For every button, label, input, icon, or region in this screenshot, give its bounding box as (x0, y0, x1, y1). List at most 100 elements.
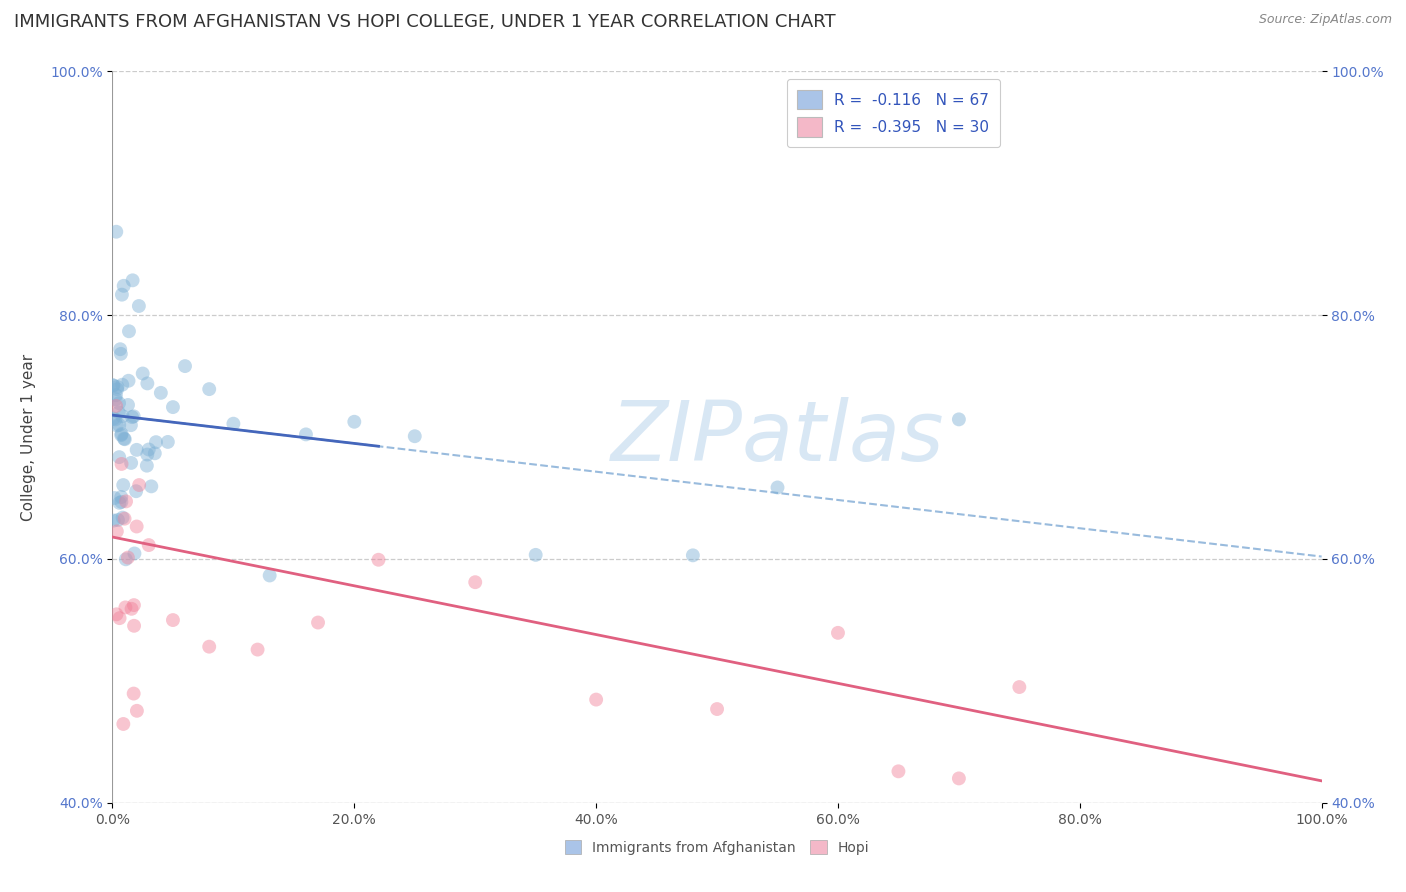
Point (105, 382, 128, 396)
Point (101, 378, 124, 392)
Point (827, 625, 849, 640)
Point (121, 273, 143, 287)
Point (138, 442, 160, 457)
Point (108, 450, 131, 464)
Point (122, 409, 145, 424)
Point (128, 478, 150, 492)
Point (112, 478, 135, 492)
Point (104, 388, 127, 402)
Point (105, 524, 128, 539)
Point (367, 553, 389, 567)
Point (117, 398, 139, 412)
Point (114, 432, 136, 446)
Point (112, 278, 135, 293)
Point (108, 496, 131, 510)
Point (108, 396, 131, 410)
Point (111, 510, 134, 524)
Point (105, 418, 128, 433)
Point (156, 434, 179, 449)
Point (295, 427, 318, 442)
Point (136, 376, 159, 391)
Point (585, 692, 607, 706)
Point (307, 615, 329, 630)
Point (132, 367, 155, 381)
Point (120, 418, 142, 433)
Point (111, 377, 134, 392)
Point (124, 546, 146, 560)
Point (1008, 680, 1031, 694)
Point (121, 410, 143, 425)
Point (118, 324, 141, 338)
Point (122, 619, 145, 633)
Point (110, 495, 132, 509)
Point (128, 299, 150, 313)
Point (141, 479, 163, 493)
Point (107, 380, 129, 394)
Point (112, 432, 135, 446)
Point (108, 611, 131, 625)
Point (105, 225, 128, 239)
Point (404, 429, 426, 443)
Point (103, 491, 125, 505)
Point (149, 385, 172, 400)
Legend: Immigrants from Afghanistan, Hopi: Immigrants from Afghanistan, Hopi (558, 833, 876, 862)
Point (198, 382, 221, 396)
Point (135, 458, 157, 473)
Point (162, 400, 184, 414)
Point (103, 378, 125, 392)
Y-axis label: College, Under 1 year: College, Under 1 year (21, 353, 37, 521)
Point (887, 764, 910, 779)
Point (524, 548, 547, 562)
Point (948, 412, 970, 426)
Point (948, 772, 970, 786)
Point (121, 602, 143, 616)
Point (112, 717, 135, 731)
Point (174, 359, 197, 373)
Point (108, 343, 131, 357)
Point (259, 568, 281, 582)
Point (125, 519, 148, 533)
Point (103, 514, 125, 528)
Point (122, 598, 145, 612)
Point (114, 600, 136, 615)
Point (104, 392, 127, 407)
Point (145, 435, 167, 450)
Point (198, 640, 221, 654)
Point (125, 442, 148, 457)
Point (107, 405, 129, 419)
Text: IMMIGRANTS FROM AFGHANISTAN VS HOPI COLLEGE, UNDER 1 YEAR CORRELATION CHART: IMMIGRANTS FROM AFGHANISTAN VS HOPI COLL… (14, 13, 835, 31)
Point (343, 415, 366, 429)
Point (122, 687, 145, 701)
Point (464, 575, 486, 590)
Point (110, 457, 132, 471)
Point (125, 704, 148, 718)
Point (105, 399, 128, 413)
Point (120, 456, 142, 470)
Point (682, 549, 704, 563)
Point (110, 490, 132, 504)
Text: Source: ZipAtlas.com: Source: ZipAtlas.com (1258, 13, 1392, 27)
Point (162, 613, 184, 627)
Point (103, 411, 125, 425)
Point (105, 607, 128, 622)
Point (114, 511, 136, 525)
Point (104, 412, 127, 426)
Point (115, 494, 138, 508)
Point (766, 480, 789, 494)
Point (117, 550, 139, 565)
Point (108, 418, 131, 433)
Point (222, 417, 245, 431)
Text: ZIPatlas: ZIPatlas (610, 397, 945, 477)
Point (114, 552, 136, 566)
Point (706, 702, 728, 716)
Point (111, 409, 134, 424)
Point (138, 538, 160, 552)
Point (125, 484, 148, 499)
Point (246, 642, 269, 657)
Point (143, 446, 166, 460)
Point (136, 448, 159, 462)
Point (111, 426, 134, 441)
Point (107, 513, 129, 527)
Point (117, 374, 139, 388)
Point (110, 428, 132, 442)
